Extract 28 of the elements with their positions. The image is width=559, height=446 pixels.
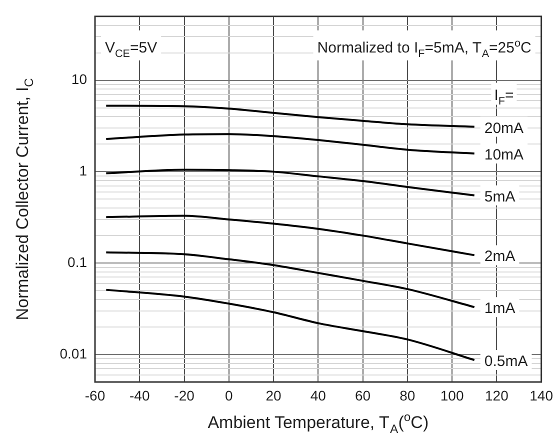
y-tick-label: 1 [79,162,88,179]
line-series [105,251,476,308]
x-tick-label: 20 [266,387,282,404]
x-tick-label: 120 [485,387,509,404]
x-tick-label: -20 [174,387,195,404]
x-tick-label: -40 [130,387,150,404]
line-series [105,168,476,196]
y-tick-label: 0.1 [68,254,88,270]
line-series [105,133,476,155]
series-label: 5mA [484,188,516,206]
series-label: 20mA [484,120,524,137]
x-tick-label: 0 [225,387,233,404]
x-tick-label: 80 [400,387,416,404]
x-tick-label: 140 [530,387,554,404]
series-label: 10mA [484,146,524,164]
y-tick-label: 10 [71,71,88,88]
series-label: 2mA [484,248,516,266]
line-series [105,214,476,256]
line-series [105,288,476,362]
series-label: 1mA [484,300,516,318]
x-tick-label: 100 [440,387,464,404]
y-axis-title: Normalized Collector Current, IC [13,78,36,320]
x-tick-label: -60 [84,387,106,404]
x-tick-label: 60 [355,387,371,404]
x-tick-label: 40 [310,387,326,404]
y-tick-label: 0.01 [60,345,88,362]
line-series [105,104,476,128]
series-label: 0.5mA [484,353,528,370]
